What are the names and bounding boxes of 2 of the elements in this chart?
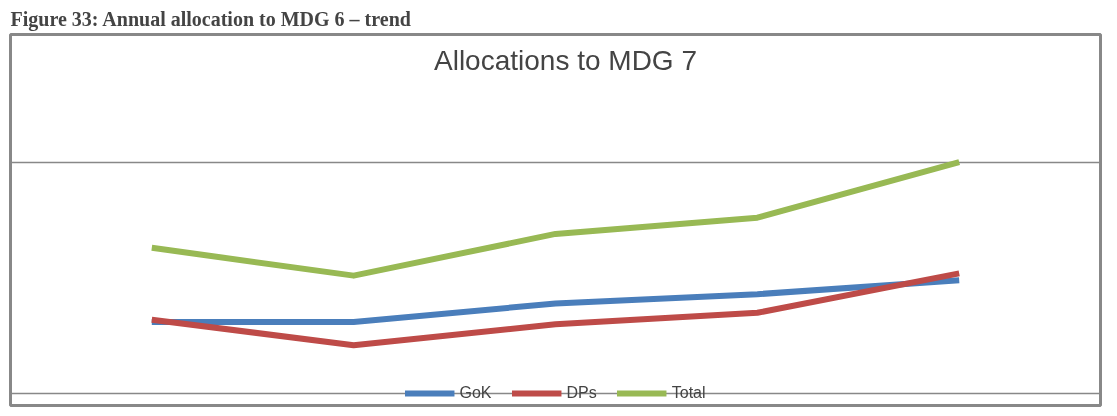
caption: Figure 33: Annual allocation to MDG 6 – trend <box>10 7 411 31</box>
chart-title: Allocations to MDG 7 <box>434 44 697 76</box>
